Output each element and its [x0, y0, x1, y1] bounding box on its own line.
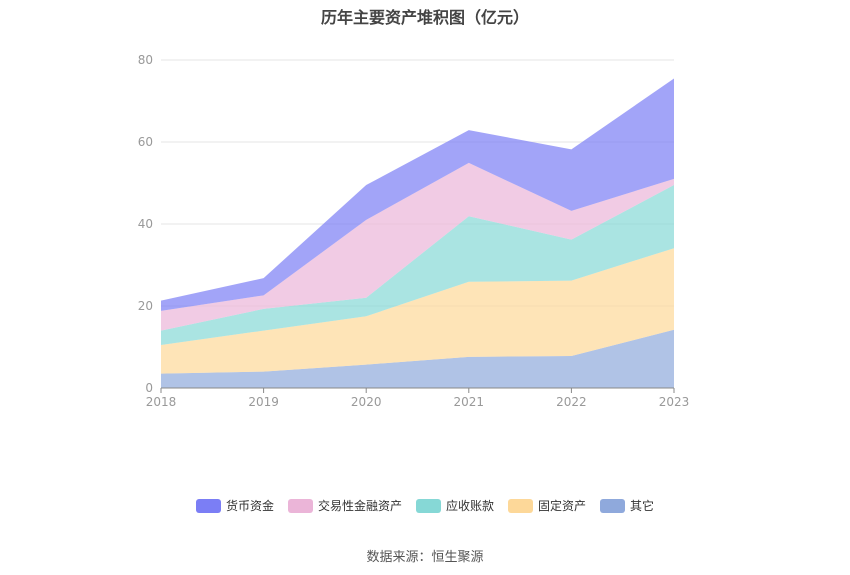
legend-label: 固定资产 [538, 499, 587, 513]
y-tick-label: 80 [138, 53, 153, 67]
y-tick-label: 40 [138, 217, 153, 231]
legend-item[interactable]: 固定资产 [508, 497, 586, 514]
x-tick-label: 2021 [454, 395, 485, 409]
legend-item[interactable]: 应收账款 [415, 497, 494, 514]
legend-item[interactable]: 交易性金融资产 [287, 497, 402, 514]
legend: 货币资金 交易性金融资产 应收账款 固定资产 其它 [0, 497, 850, 514]
axes: 0 20 40 60 80 2018 2019 2020 2021 2022 2023 [138, 53, 690, 409]
y-tick-label: 20 [138, 299, 153, 313]
x-tick-label: 2022 [556, 395, 587, 409]
legend-swatch [287, 498, 313, 513]
data-source: 数据来源：恒生聚源 [366, 550, 484, 565]
x-tick-label: 2019 [248, 395, 279, 409]
area-固定资产 [161, 248, 674, 374]
y-tick-label: 0 [145, 381, 153, 395]
area-交易性金融资产 [161, 162, 674, 331]
chart-title: 历年主要资产堆积图（亿元） [320, 8, 529, 27]
legend-swatch [600, 498, 626, 513]
legend-item[interactable]: 货币资金 [195, 497, 274, 514]
area-series [161, 78, 674, 388]
legend-swatch [415, 498, 441, 513]
legend-label: 其它 [630, 499, 655, 513]
area-其它 [161, 329, 674, 388]
legend-label: 货币资金 [225, 499, 274, 513]
legend-swatch [195, 498, 221, 513]
area-货币资金 [161, 78, 674, 311]
legend-item[interactable]: 其它 [600, 497, 654, 514]
x-tick-label: 2018 [146, 395, 177, 409]
area-应收账款 [161, 185, 674, 345]
x-tick-label: 2020 [351, 395, 382, 409]
legend-label: 应收账款 [445, 499, 494, 513]
legend-label: 交易性金融资产 [317, 499, 402, 513]
legend-swatch [508, 498, 533, 513]
y-tick-label: 60 [138, 135, 153, 149]
x-tick-label: 2023 [659, 395, 690, 409]
